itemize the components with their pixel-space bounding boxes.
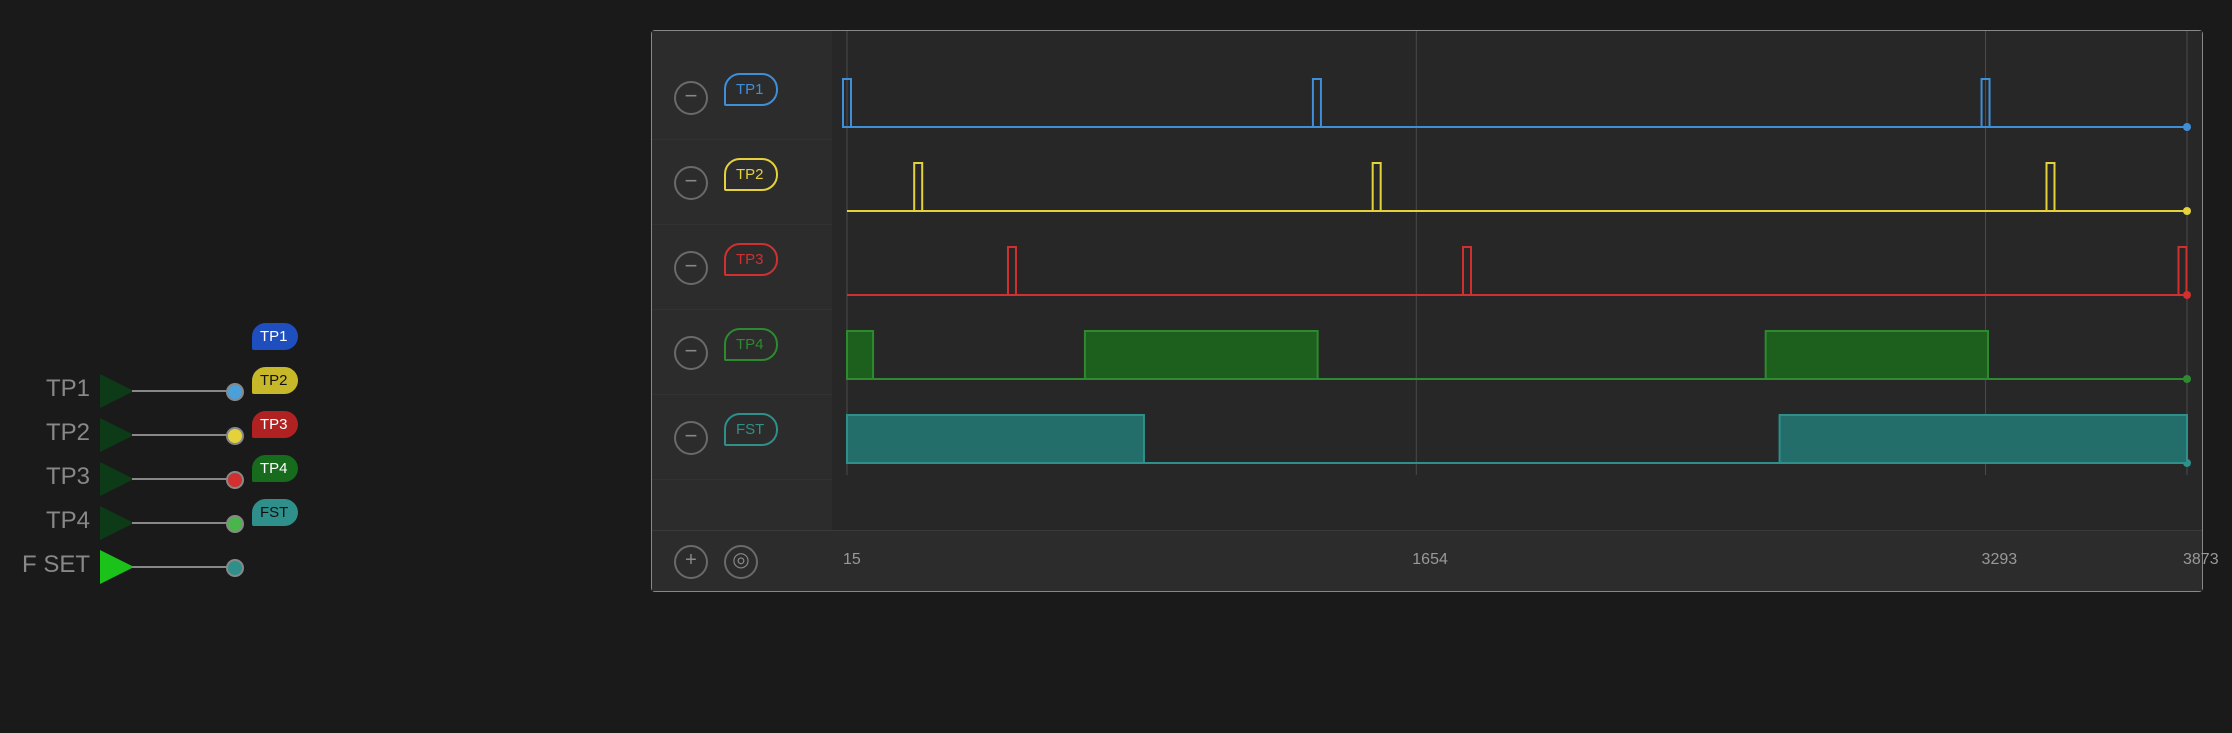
schematic-label: TP4 [0,507,90,535]
schematic-label: TP1 [0,375,90,403]
waveform-svg [832,31,2202,475]
net-node[interactable] [226,471,244,489]
buffer-icon[interactable] [100,418,134,452]
buffer-icon[interactable] [100,506,134,540]
tick-label: 3873 [2183,551,2219,569]
wire [132,434,232,436]
root: TP1TP2TP3TP4FSTTP1TP2TP3TP4F SET −TP1−TP… [0,0,2232,733]
wire [132,478,232,480]
signal-row-tp1: −TP1 [652,55,832,140]
waveform-plot [832,31,2202,531]
tick-label: 1654 [1412,551,1448,569]
tick-label: 15 [843,551,861,569]
cursor-tool-button[interactable]: ◎ [724,545,758,579]
waveform-gutter: −TP1−TP2−TP3−TP4−FST [652,31,833,591]
signal-tag[interactable]: TP1 [724,73,778,106]
signal-tag[interactable]: TP4 [724,328,778,361]
probe-tag-tp3[interactable]: TP3 [252,411,298,438]
probe-tag-tp1[interactable]: TP1 [252,323,298,350]
collapse-button[interactable]: − [674,336,708,370]
schematic-panel: TP1TP2TP3TP4FSTTP1TP2TP3TP4F SET [0,365,340,625]
collapse-button[interactable]: − [674,81,708,115]
signal-row-tp3: −TP3 [652,225,832,310]
add-signal-button[interactable]: + [674,545,708,579]
waveform-panel: −TP1−TP2−TP3−TP4−FST + ◎ 15165432933873 [651,30,2203,592]
signal-row-tp2: −TP2 [652,140,832,225]
net-node[interactable] [226,515,244,533]
collapse-button[interactable]: − [674,421,708,455]
time-axis: 15165432933873 [832,531,2202,591]
schematic-row-f-set: F SET [0,541,340,585]
wire [132,522,232,524]
signal-row-tp4: −TP4 [652,310,832,395]
signal-row-fst: −FST [652,395,832,480]
wire [132,390,232,392]
schematic-label: TP2 [0,419,90,447]
probe-tag-tp2[interactable]: TP2 [252,367,298,394]
schematic-label: F SET [0,551,90,579]
net-node[interactable] [226,559,244,577]
net-node[interactable] [226,383,244,401]
buffer-icon[interactable] [100,550,134,584]
collapse-button[interactable]: − [674,166,708,200]
buffer-icon[interactable] [100,374,134,408]
net-node[interactable] [226,427,244,445]
probe-tag-tp4[interactable]: TP4 [252,455,298,482]
time-axis-row: + ◎ 15165432933873 [652,530,2202,591]
signal-tag[interactable]: TP3 [724,243,778,276]
tick-label: 3293 [1982,551,2018,569]
wire [132,566,232,568]
probe-tag-fst[interactable]: FST [252,499,298,526]
signal-tag[interactable]: TP2 [724,158,778,191]
collapse-button[interactable]: − [674,251,708,285]
schematic-label: TP3 [0,463,90,491]
buffer-icon[interactable] [100,462,134,496]
signal-tag[interactable]: FST [724,413,778,446]
